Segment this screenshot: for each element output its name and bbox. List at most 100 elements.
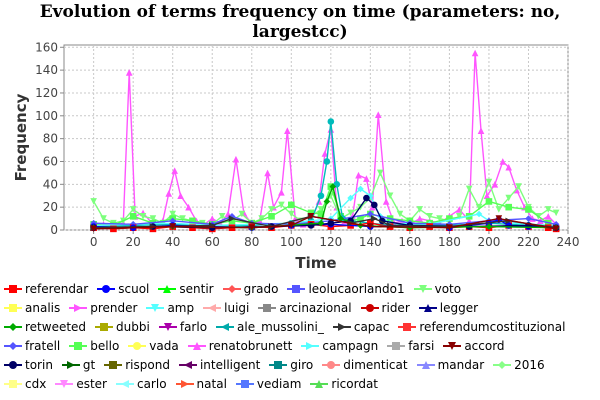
data-point bbox=[475, 210, 483, 218]
legend-label: referendar bbox=[25, 282, 89, 296]
legend-label: giro bbox=[290, 358, 314, 372]
data-point bbox=[367, 192, 374, 200]
x-tick-label: 60 bbox=[205, 235, 220, 249]
legend-item: cdx bbox=[4, 375, 46, 394]
y-tick-label: 40 bbox=[43, 177, 58, 191]
data-point bbox=[505, 194, 513, 202]
data-point bbox=[491, 181, 499, 188]
y-tick-label: 20 bbox=[43, 200, 58, 214]
legend-item: amp bbox=[146, 299, 194, 318]
data-point bbox=[483, 192, 491, 200]
x-tick-label: 100 bbox=[280, 235, 303, 249]
data-point bbox=[446, 224, 453, 232]
legend-item: legger bbox=[418, 299, 478, 318]
legend-item: farlo bbox=[158, 318, 207, 337]
data-point bbox=[371, 215, 378, 222]
data-point bbox=[287, 201, 295, 209]
data-point bbox=[396, 210, 404, 218]
legend-marker bbox=[418, 285, 427, 293]
legend-swatch bbox=[69, 342, 88, 350]
legend-swatch bbox=[398, 323, 417, 331]
data-point bbox=[90, 225, 97, 233]
y-axis-label: Frequency bbox=[12, 93, 30, 181]
data-point bbox=[278, 189, 285, 196]
data-point bbox=[169, 210, 177, 218]
data-point bbox=[446, 215, 453, 222]
y-tick-label: 120 bbox=[35, 86, 58, 100]
data-point bbox=[525, 206, 532, 213]
data-point bbox=[367, 210, 374, 218]
data-point bbox=[149, 215, 157, 222]
legend-marker bbox=[102, 285, 111, 293]
data-point bbox=[264, 169, 271, 177]
legend-swatch bbox=[115, 380, 134, 388]
legend-item: prender bbox=[69, 299, 137, 318]
data-point bbox=[436, 215, 443, 222]
legend-marker bbox=[109, 361, 118, 369]
chart-title-line-2: largestcc) bbox=[252, 22, 348, 42]
legend-marker bbox=[263, 304, 272, 312]
legend-swatch bbox=[55, 380, 74, 388]
legend-label: ester bbox=[76, 377, 107, 391]
data-point bbox=[382, 198, 390, 205]
legend-swatch bbox=[61, 361, 80, 369]
legend-label: ale_mussolini_ bbox=[237, 320, 324, 334]
data-point bbox=[268, 212, 275, 220]
legend-label: scuol bbox=[118, 282, 150, 296]
legend-swatch bbox=[235, 380, 254, 388]
legend-swatch bbox=[146, 304, 165, 312]
data-point bbox=[90, 198, 97, 205]
legend-marker bbox=[240, 380, 249, 388]
legend-label: arcinazional bbox=[279, 301, 352, 315]
data-point bbox=[329, 183, 337, 190]
legend-label: renatobrunett bbox=[208, 339, 293, 353]
data-point bbox=[363, 194, 370, 202]
legend-item: voto bbox=[413, 280, 461, 299]
data-point bbox=[232, 155, 240, 163]
legend-marker bbox=[274, 361, 283, 369]
legend-swatch bbox=[418, 304, 437, 312]
legend-label: retweeted bbox=[25, 320, 87, 334]
data-point bbox=[228, 215, 236, 222]
legend-swatch bbox=[4, 304, 22, 312]
data-point bbox=[371, 201, 378, 209]
data-point bbox=[228, 217, 236, 225]
data-point bbox=[357, 185, 364, 193]
legend-label: dimenticat bbox=[343, 358, 408, 372]
legend-item: fratell bbox=[4, 337, 60, 356]
data-point bbox=[374, 111, 382, 118]
legend-label: vediam bbox=[256, 377, 302, 391]
legend-item: ester bbox=[55, 375, 107, 394]
data-point bbox=[321, 150, 329, 157]
line-chart: 0 20 40 60 80 100 120 140 160 180 200 220 240 0 20 40 60… bbox=[12, 40, 579, 272]
legend-item: referendumcostituzional bbox=[398, 318, 565, 337]
y-tick-label: 160 bbox=[35, 40, 58, 54]
data-point bbox=[544, 212, 552, 220]
legend-marker bbox=[163, 323, 172, 331]
data-point bbox=[416, 206, 424, 213]
legend-marker bbox=[208, 304, 217, 312]
legend-label: 2016 bbox=[514, 358, 545, 372]
data-point bbox=[317, 192, 325, 200]
legend-marker bbox=[327, 361, 336, 369]
data-point bbox=[169, 223, 177, 230]
data-point bbox=[218, 212, 226, 220]
data-point bbox=[129, 220, 137, 228]
legend-marker bbox=[180, 380, 189, 388]
data-point bbox=[355, 171, 362, 179]
data-point bbox=[515, 183, 522, 190]
legend-item: dubbi bbox=[95, 318, 150, 337]
data-point bbox=[426, 212, 433, 220]
y-tick-label: 0 bbox=[50, 223, 58, 237]
legend-label: dubbi bbox=[116, 320, 150, 334]
legend-swatch bbox=[416, 361, 435, 369]
legend-label: mandar bbox=[437, 358, 485, 372]
legend-item: ricordat bbox=[310, 375, 378, 394]
legend-marker bbox=[9, 323, 17, 331]
x-tick-label: 0 bbox=[90, 235, 98, 249]
legend-swatch bbox=[178, 361, 197, 369]
legend-item: vada bbox=[128, 337, 179, 356]
data-point bbox=[477, 127, 485, 134]
legend-label: rispond bbox=[125, 358, 170, 372]
legend-marker bbox=[183, 361, 192, 369]
